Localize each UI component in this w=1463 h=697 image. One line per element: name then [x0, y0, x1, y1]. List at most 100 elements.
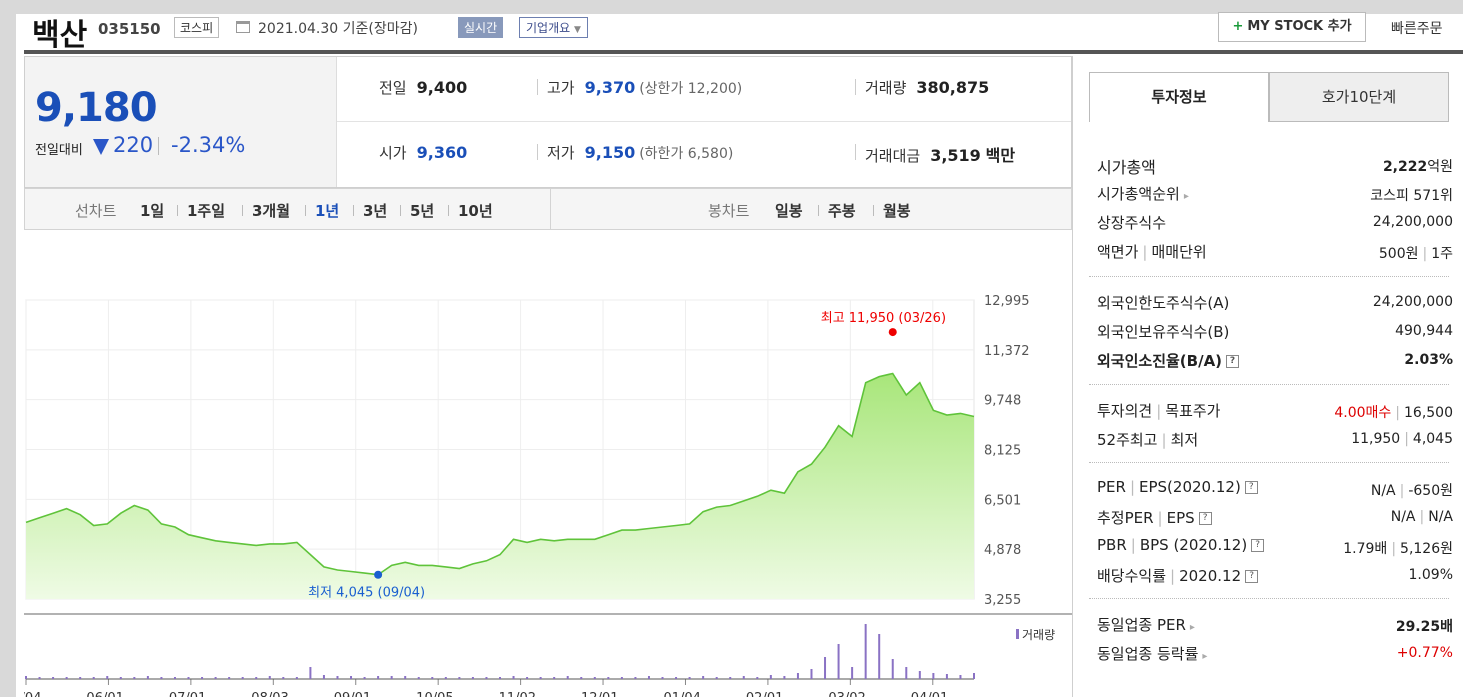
eper-eeps-value: N/A | N/A — [1390, 509, 1453, 525]
volume-bar — [945, 674, 948, 679]
volume-bar — [52, 677, 55, 679]
volume-bar — [620, 677, 623, 679]
volume-bar — [715, 677, 718, 679]
volume-bar — [810, 669, 813, 679]
y-tick-label: 8,125 — [984, 444, 1021, 459]
x-tick-label: 04/01 — [911, 691, 948, 697]
candle-weekly[interactable]: 주봉 — [828, 202, 856, 220]
trade-amount: 거래대금 3,519 백만 — [865, 142, 1015, 166]
volume-bar — [228, 677, 231, 679]
industry-rate-label: 동일업종 등락률 — [1097, 645, 1199, 663]
x-tick-label: 01/04 — [663, 691, 700, 697]
bps-value: 5,126원 — [1400, 541, 1453, 557]
help-icon[interactable]: ? — [1244, 481, 1258, 494]
tab-invest-info[interactable]: 투자정보 — [1089, 72, 1269, 122]
par-unit-value: 500원 | 1주 — [1378, 246, 1453, 262]
volume-bar — [471, 677, 474, 679]
volume-bar — [553, 677, 556, 679]
realtime-button[interactable]: 실시간 — [458, 17, 504, 38]
w52-high-value: 11,950 — [1351, 431, 1401, 447]
volume-bar — [607, 677, 610, 679]
period-10y[interactable]: 10년 — [458, 202, 493, 220]
price-line — [25, 372, 975, 576]
period-3m[interactable]: 3개월 — [252, 202, 291, 220]
y-tick-label: 3,255 — [984, 593, 1021, 608]
opinion-target-label: 투자의견 | 목표주가 — [1097, 402, 1221, 420]
volume-bar — [431, 677, 434, 679]
volume-bar — [661, 677, 664, 679]
volume-legend-label: 거래량 — [1022, 628, 1055, 642]
volume-bar — [282, 677, 285, 679]
foreign-hold-value: 490,944 — [1395, 323, 1453, 339]
mcap-rank-value: 코스피 571위 — [1370, 188, 1453, 204]
line-chart-label: 선차트 — [75, 202, 117, 220]
volume-bar — [769, 675, 772, 679]
dividend-text: 배당수익률 — [1097, 567, 1167, 585]
eper-value: N/A — [1390, 509, 1416, 525]
high-price: 고가 9,370 (상한가 12,200) — [547, 77, 742, 98]
mcap-value: 2,222억원 — [1383, 156, 1453, 176]
quick-order-link[interactable]: 빠른주문 — [1391, 21, 1443, 37]
low-price: 저가 9,150 (하한가 6,580) — [547, 142, 733, 163]
divider — [550, 189, 551, 229]
candle-monthly[interactable]: 월봉 — [883, 202, 911, 220]
price-summary: 9,180 전일대비 220 -2.34% 전일 9,400 고가 9,370 (상한… — [24, 56, 1072, 188]
par-value: 500원 — [1378, 246, 1419, 262]
industry-per-value: 29.25배 — [1395, 619, 1453, 635]
period-5y[interactable]: 5년 — [410, 202, 435, 220]
lower-limit: (하한가 6,580) — [639, 146, 734, 162]
dividend-value: 1.09% — [1408, 567, 1453, 583]
eeps-label: EPS — [1166, 509, 1195, 527]
dividend-year: 2020.12 — [1179, 567, 1242, 585]
mystock-label: MY STOCK 추가 — [1247, 19, 1352, 34]
corp-info-dropdown[interactable]: 기업개요 ▼ — [519, 17, 588, 38]
chevron-right-icon: ▸ — [1183, 191, 1189, 202]
bps-label: BPS (2020.12) — [1139, 536, 1248, 554]
mcap-rank-link[interactable]: 시가총액순위 ▸ — [1097, 183, 1189, 204]
volume-bar — [905, 667, 908, 679]
period-1w[interactable]: 1주일 — [187, 202, 226, 220]
mystock-add-button[interactable]: + MY STOCK 추가 — [1218, 12, 1366, 42]
foreign-ratio-value: 2.03% — [1404, 352, 1453, 368]
unit-value: 1주 — [1431, 246, 1453, 262]
open-value: 9,360 — [416, 143, 468, 162]
per-eps-value: N/A | -650원 — [1370, 483, 1453, 499]
price-area — [26, 373, 974, 599]
volume-label: 거래량 — [865, 79, 907, 97]
prev-close-label: 전일 — [379, 79, 407, 97]
eeps-value: N/A — [1428, 509, 1453, 525]
divider — [537, 79, 538, 95]
change-percent: -2.34% — [171, 133, 246, 157]
period-1y[interactable]: 1년 — [315, 202, 340, 220]
x-tick-label: 05/04 — [24, 691, 41, 697]
opinion-value: 4.00매수 — [1334, 405, 1392, 421]
x-tick-label: 12/01 — [581, 691, 618, 697]
pbr-label: PBR — [1097, 536, 1127, 554]
divider — [305, 205, 306, 216]
volume-bar — [65, 677, 68, 679]
min-marker — [374, 570, 383, 579]
volume-bar — [959, 675, 962, 679]
volume-bar — [526, 677, 529, 679]
tab-orderbook[interactable]: 호가10단계 — [1269, 72, 1449, 122]
volume-bar — [973, 673, 975, 679]
divider — [1089, 384, 1449, 385]
period-1d[interactable]: 1일 — [140, 202, 165, 220]
help-icon[interactable]: ? — [1198, 512, 1212, 525]
candle-daily[interactable]: 일봉 — [775, 202, 803, 220]
volume-bar — [851, 667, 854, 679]
volume-legend-swatch — [1016, 629, 1019, 639]
w52-label: 52주최고 | 최저 — [1097, 431, 1199, 449]
volume-bar — [119, 677, 122, 679]
help-icon[interactable]: ? — [1245, 570, 1259, 583]
industry-per-link[interactable]: 동일업종 PER ▸ — [1097, 614, 1195, 635]
help-icon[interactable]: ? — [1226, 355, 1240, 368]
volume-bar — [702, 676, 705, 679]
target-label: 목표주가 — [1165, 402, 1221, 420]
volume-bar — [79, 677, 82, 679]
period-3y[interactable]: 3년 — [363, 202, 388, 220]
help-icon[interactable]: ? — [1251, 539, 1265, 552]
industry-rate-link[interactable]: 동일업종 등락률 ▸ — [1097, 643, 1207, 664]
divider — [537, 144, 538, 160]
current-price: 9,180 — [35, 85, 158, 131]
